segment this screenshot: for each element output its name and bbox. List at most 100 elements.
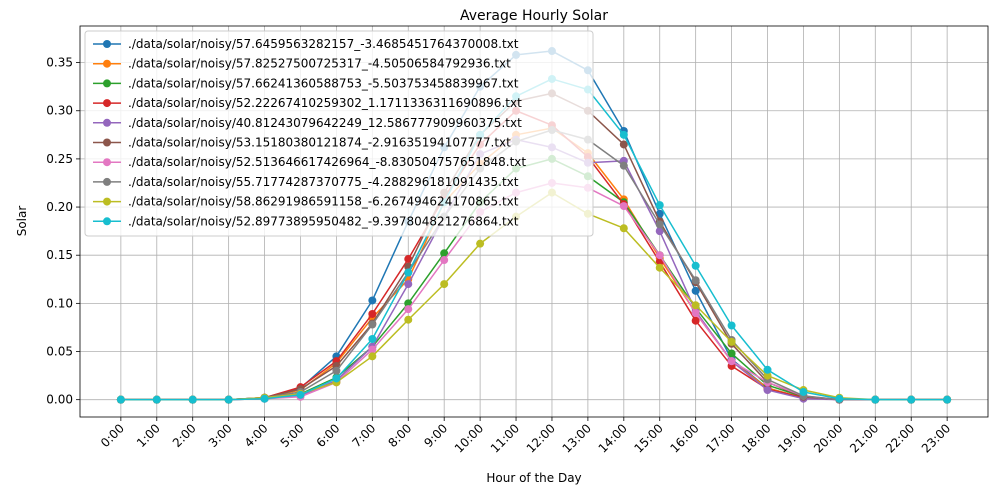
data-point (727, 357, 736, 366)
legend-marker (103, 40, 111, 48)
x-tick-label: 19:00 (775, 421, 809, 455)
data-point (368, 320, 377, 329)
data-point (691, 276, 700, 285)
legend-item: ./data/solar/noisy/57.6459563282157_-3.4… (93, 37, 519, 51)
y-tick-label: 0.20 (46, 200, 73, 214)
data-point (404, 280, 413, 289)
legend-marker (103, 197, 111, 206)
chart-title: Average Hourly Solar (460, 8, 608, 24)
legend-label: ./data/solar/noisy/52.513646617426964_-8… (128, 155, 526, 169)
data-point (224, 395, 233, 404)
data-point (763, 365, 772, 374)
legend-label: ./data/solar/noisy/58.86291986591158_-6.… (128, 195, 519, 209)
legend-item: ./data/solar/noisy/58.86291986591158_-6.… (93, 195, 519, 209)
legend-item: ./data/solar/noisy/55.71774287370775_-4.… (93, 175, 519, 189)
x-tick-label: 17:00 (703, 421, 737, 455)
legend-item: ./data/solar/noisy/57.66241360588753_-5.… (93, 76, 519, 90)
data-point (835, 394, 844, 403)
x-tick-label: 8:00 (385, 421, 414, 450)
legend-item: ./data/solar/noisy/52.513646617426964_-8… (93, 155, 526, 169)
data-point (619, 224, 628, 233)
y-tick-label: 0.35 (46, 56, 73, 70)
x-tick-label: 15:00 (631, 421, 665, 455)
x-tick-label: 4:00 (242, 421, 271, 450)
data-point (260, 394, 269, 403)
x-tick-label: 0:00 (98, 421, 127, 450)
y-tick-label: 0.30 (46, 104, 73, 118)
data-point (655, 201, 664, 210)
data-point (440, 249, 449, 258)
data-point (655, 263, 664, 272)
data-point (619, 161, 628, 170)
x-tick-label: 3:00 (206, 421, 235, 450)
data-point (116, 395, 125, 404)
data-point (440, 256, 449, 265)
x-tick-label: 5:00 (278, 421, 307, 450)
data-point (727, 321, 736, 330)
data-point (655, 220, 664, 229)
data-point (655, 257, 664, 266)
data-point (296, 390, 305, 399)
legend-item: ./data/solar/noisy/52.22267410259302_1.1… (93, 96, 522, 110)
data-point (404, 315, 413, 324)
legend-label: ./data/solar/noisy/57.82527500725317_-4.… (128, 57, 511, 71)
x-axis-label: Hour of the Day (486, 471, 581, 485)
x-tick-label: 11:00 (488, 421, 522, 455)
x-tick-label: 2:00 (170, 421, 199, 450)
x-tick-label: 16:00 (667, 421, 701, 455)
x-tick-label: 7:00 (349, 421, 378, 450)
legend-item: ./data/solar/noisy/52.89773895950482_-9.… (93, 214, 519, 228)
data-point (691, 261, 700, 270)
x-tick-label: 12:00 (524, 421, 558, 455)
x-tick-label: 9:00 (421, 421, 450, 450)
legend-label: ./data/solar/noisy/52.22267410259302_1.1… (128, 96, 522, 110)
x-tick-label: 20:00 (811, 421, 845, 455)
data-point (404, 305, 413, 314)
y-axis-label: Solar (15, 206, 29, 237)
y-tick-label: 0.00 (46, 393, 73, 407)
x-tick-label: 6:00 (314, 421, 343, 450)
legend-box (84, 30, 594, 237)
legend-marker (103, 138, 111, 147)
data-point (655, 251, 664, 260)
data-point (655, 227, 664, 236)
data-point (188, 395, 197, 404)
legend-label: ./data/solar/noisy/55.71774287370775_-4.… (128, 175, 519, 189)
data-point (691, 316, 700, 325)
legend-item: ./data/solar/noisy/53.15180380121874_-2.… (93, 136, 511, 150)
y-tick-label: 0.10 (46, 296, 73, 310)
x-tick-label: 23:00 (919, 421, 953, 455)
data-point (619, 140, 628, 149)
data-point (691, 308, 700, 317)
data-point (763, 386, 772, 395)
legend-label: ./data/solar/noisy/57.6459563282157_-3.4… (128, 37, 519, 51)
x-tick-label: 13:00 (560, 421, 594, 455)
data-point (404, 268, 413, 277)
data-point (943, 395, 952, 404)
data-point (368, 352, 377, 361)
legend-marker (103, 217, 111, 226)
legend-marker (103, 158, 111, 167)
y-tick-label: 0.05 (46, 345, 73, 359)
legend-marker (103, 79, 111, 88)
data-point (763, 371, 772, 380)
data-point (727, 349, 736, 358)
data-point (619, 130, 628, 139)
data-point (619, 202, 628, 211)
data-point (368, 345, 377, 354)
data-point (907, 395, 916, 404)
data-point (727, 337, 736, 346)
legend-marker (103, 59, 111, 68)
data-point (332, 374, 341, 383)
x-tick-label: 21:00 (847, 421, 881, 455)
x-tick-label: 14:00 (596, 421, 630, 455)
x-tick-label: 18:00 (739, 421, 773, 455)
data-point (691, 301, 700, 310)
legend-item: ./data/solar/noisy/57.82527500725317_-4.… (93, 57, 511, 71)
legend-marker (103, 99, 111, 108)
legend-label: ./data/solar/noisy/40.81243079642249_12.… (128, 116, 522, 130)
x-tick-label: 1:00 (134, 421, 163, 450)
legend-label: ./data/solar/noisy/52.89773895950482_-9.… (128, 214, 519, 228)
legend: ./data/solar/noisy/57.6459563282157_-3.4… (84, 30, 594, 237)
data-point (368, 309, 377, 318)
